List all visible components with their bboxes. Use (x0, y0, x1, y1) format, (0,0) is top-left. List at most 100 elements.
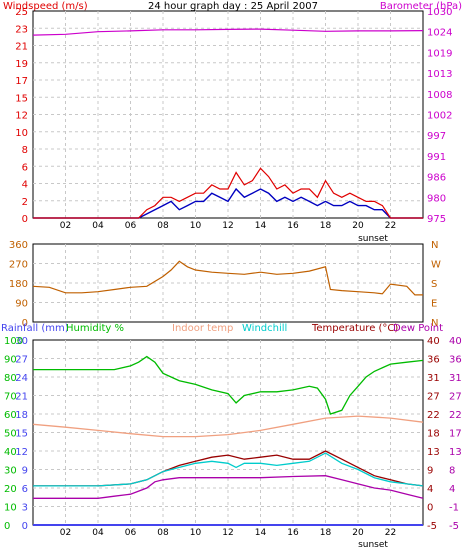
rain-tick: 0 (22, 521, 28, 532)
windspeed-tick: 8 (22, 145, 28, 156)
windspeed-line (33, 187, 423, 219)
time-tick-top: 06 (125, 221, 137, 231)
humidity-tick: 10 (4, 503, 17, 514)
barometer-tick: 1024 (427, 28, 452, 39)
compass-tick: N (431, 318, 438, 329)
barometer-axis-label: Barometer (hPa) (380, 1, 462, 12)
temp-tick: 27 (427, 392, 440, 403)
windgust-line (33, 167, 423, 219)
winddir-line (32, 260, 423, 296)
winddir-tick: 90 (15, 299, 28, 310)
time-tick-bottom: 04 (92, 528, 104, 538)
dewpoint-tick: 22 (449, 410, 462, 421)
rain-tick: 15 (15, 429, 28, 440)
barometer-line (32, 28, 424, 36)
humidity-tick: 60 (4, 410, 17, 421)
time-tick-bottom: 08 (157, 528, 169, 538)
time-tick-bottom: 14 (255, 528, 267, 538)
time-tick-top: 18 (320, 221, 332, 231)
winddir-tick: 0 (22, 318, 28, 329)
humidity-tick: 50 (4, 429, 17, 440)
temp-tick: 22 (427, 410, 440, 421)
windspeed-tick: 0 (22, 214, 28, 225)
rain-tick: 9 (22, 466, 28, 477)
dewpoint-tick: 31 (449, 373, 462, 384)
legend-entry: Dew Point (393, 323, 443, 334)
compass-tick: W (431, 260, 441, 271)
dewpoint-tick: -1 (449, 503, 459, 514)
humidity-tick: 90 (4, 355, 17, 366)
barometer-tick: 1002 (427, 111, 452, 122)
windspeed-tick: 2 (22, 197, 28, 208)
winddir-tick: 360 (9, 240, 28, 251)
sunset-marker-bottom: sunset (358, 540, 388, 550)
barometer-tick: 1030 (427, 7, 452, 18)
legend-entry: Windchill (242, 323, 287, 334)
time-tick-bottom: 06 (125, 528, 137, 538)
dew-line (33, 475, 424, 499)
rain-tick: 12 (15, 447, 28, 458)
barometer-tick: 1008 (427, 90, 452, 101)
rain-tick: 18 (15, 410, 28, 421)
compass-tick: S (431, 279, 437, 290)
dewpoint-tick: 13 (449, 447, 462, 458)
time-tick-bottom: 12 (222, 528, 233, 538)
barometer-tick: 997 (427, 131, 446, 142)
compass-tick: N (431, 240, 438, 251)
time-tick-top: 22 (385, 221, 396, 231)
windspeed-tick: 25 (15, 7, 28, 18)
time-tick-bottom: 18 (320, 528, 332, 538)
temp-tick: -5 (427, 521, 437, 532)
time-tick-top: 16 (287, 221, 299, 231)
windspeed-tick: 10 (15, 128, 28, 139)
dewpoint-tick: 17 (449, 429, 462, 440)
barometer-tick: 1013 (427, 69, 452, 80)
windspeed-axis-label: Windspeed (m/s) (3, 1, 88, 12)
humidity-tick: 30 (4, 466, 17, 477)
legend-entry: Indoor temp (172, 323, 233, 334)
humidity-line (33, 355, 424, 415)
legend-entry: Rainfall (mm) (1, 323, 69, 334)
windspeed-tick: 6 (22, 162, 28, 173)
windspeed-tick: 4 (22, 180, 28, 191)
windspeed-tick: 17 (15, 76, 28, 87)
temp-tick: 4 (427, 484, 433, 495)
rain-tick: 6 (22, 484, 28, 495)
windspeed-tick: 19 (15, 59, 28, 70)
temp-tick: 31 (427, 373, 440, 384)
barometer-tick: 975 (427, 214, 446, 225)
chart-title: 24 hour graph day : 25 April 2007 (148, 1, 318, 12)
temp-tick: 18 (427, 429, 440, 440)
windspeed-tick: 15 (15, 93, 28, 104)
rain-tick: 27 (15, 355, 28, 366)
barometer-tick: 1019 (427, 48, 452, 59)
time-tick-top: 14 (255, 221, 267, 231)
dewpoint-tick: 36 (449, 355, 462, 366)
winddir-tick: 270 (9, 260, 28, 271)
dewpoint-tick: 8 (449, 466, 455, 477)
dewpoint-tick: 4 (449, 484, 455, 495)
windspeed-tick: 12 (15, 111, 28, 122)
rain-tick: 24 (15, 373, 28, 384)
barometer-tick: 980 (427, 193, 446, 204)
time-tick-bottom: 10 (190, 528, 202, 538)
time-tick-top: 02 (60, 221, 71, 231)
humidity-tick: 80 (4, 373, 17, 384)
temp-tick: 36 (427, 355, 440, 366)
humidity-tick: 70 (4, 392, 17, 403)
time-tick-top: 10 (190, 221, 202, 231)
dewpoint-tick: 27 (449, 392, 462, 403)
temp-tick: 40 (427, 336, 440, 347)
indoor-line (32, 415, 424, 438)
legend-entry: Temperature (°C) (311, 323, 398, 334)
temp-tick: 13 (427, 447, 440, 458)
legend-entry: Humidity % (66, 323, 124, 334)
rain-tick: 21 (15, 392, 28, 403)
time-tick-bottom: 16 (287, 528, 299, 538)
windchill-line (33, 452, 424, 487)
rain-tick: 3 (22, 503, 28, 514)
humidity-tick: 40 (4, 447, 17, 458)
dewpoint-tick: 40 (449, 336, 462, 347)
